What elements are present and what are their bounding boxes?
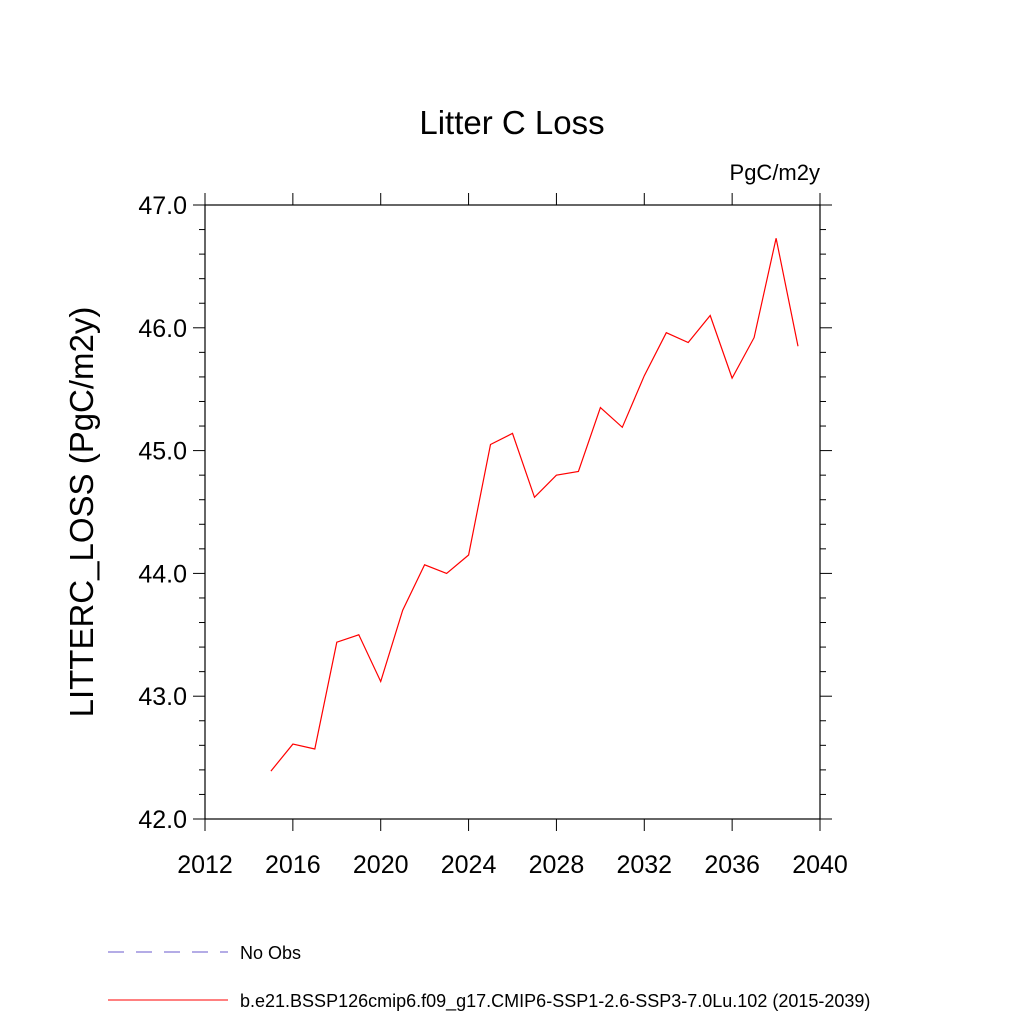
data-point: [643, 375, 645, 377]
data-point: [556, 474, 558, 476]
data-point: [468, 554, 470, 556]
x-tick-labels: 2012 2016 2020 2024 2028 2032 2036 2040: [177, 851, 848, 879]
x-tick-label: 2036: [704, 851, 760, 879]
data-point: [600, 407, 602, 409]
data-point: [424, 564, 426, 566]
x-tick-label: 2020: [353, 851, 409, 879]
y-tick-label: 47.0: [138, 192, 187, 220]
data-point: [534, 496, 536, 498]
y-tick-label: 43.0: [138, 683, 187, 711]
data-point: [512, 433, 514, 435]
data-point: [687, 342, 689, 344]
data-point: [731, 377, 733, 379]
series-layer: [270, 237, 799, 772]
legend: No Obs b.e21.BSSP126cmip6.f09_g17.CMIP6-S…: [108, 943, 870, 1012]
units-label: PgC/m2y: [730, 160, 820, 185]
data-point: [797, 345, 799, 347]
data-point: [292, 743, 294, 745]
legend-label: No Obs: [240, 943, 301, 963]
data-point: [622, 426, 624, 428]
data-point: [578, 471, 580, 473]
legend-label: b.e21.BSSP126cmip6.f09_g17.CMIP6-SSP1-2.…: [240, 991, 870, 1012]
data-point: [446, 573, 448, 575]
series-line: [270, 238, 799, 772]
y-tick-label: 45.0: [138, 438, 187, 466]
plot-frame: [204, 204, 821, 820]
data-point: [490, 444, 492, 446]
data-point: [402, 609, 404, 611]
x-tick-label: 2032: [616, 851, 672, 879]
data-point: [358, 634, 360, 636]
chart-title: Litter C Loss: [419, 104, 604, 141]
data-point: [336, 641, 338, 643]
data-point: [709, 315, 711, 317]
y-tick-label: 42.0: [138, 806, 187, 834]
y-tick-label: 46.0: [138, 315, 187, 343]
x-tick-label: 2028: [529, 851, 585, 879]
data-point: [380, 681, 382, 683]
data-point: [665, 332, 667, 334]
data-point: [270, 770, 272, 772]
y-axis-label: LITTERC_LOSS (PgC/m2y): [63, 307, 100, 718]
x-tick-label: 2024: [441, 851, 497, 879]
tick-marks: [193, 193, 832, 831]
y-tick-labels: 42.0 43.0 44.0 45.0 46.0 47.0: [138, 192, 187, 834]
data-point: [775, 237, 777, 239]
x-tick-label: 2016: [265, 851, 321, 879]
data-point: [314, 748, 316, 750]
x-tick-label: 2040: [792, 851, 848, 879]
x-tick-label: 2012: [177, 851, 233, 879]
y-tick-label: 44.0: [138, 560, 187, 588]
data-point: [753, 337, 755, 339]
